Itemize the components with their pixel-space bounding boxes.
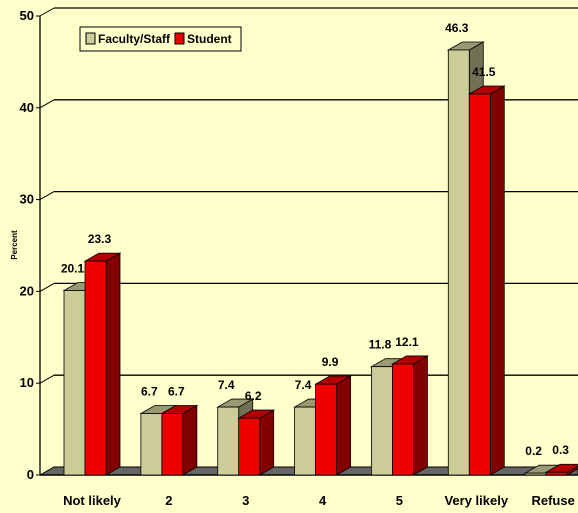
legend: Faculty/Staff Student bbox=[79, 26, 242, 52]
legend-label: Faculty/Staff bbox=[98, 32, 171, 46]
gridline-depth bbox=[39, 374, 55, 384]
data-label: 41.5 bbox=[472, 65, 496, 79]
bar-student bbox=[314, 375, 353, 476]
y-axis-title: Percent bbox=[10, 230, 19, 260]
x-tick-label: 3 bbox=[242, 493, 249, 508]
data-label: 20.1 bbox=[61, 261, 85, 275]
data-label: 6.7 bbox=[168, 384, 185, 398]
x-tick-label: 2 bbox=[165, 493, 172, 508]
x-tick-label: Refuse bbox=[531, 493, 574, 508]
bar-student bbox=[83, 252, 122, 476]
data-labels: 20.1 23.3 6.7 6.7 7.4 6.2 7.4 9.9 11.8 12.1 46.3 41… bbox=[61, 21, 569, 458]
y-tick-label: 50 bbox=[20, 8, 34, 23]
x-tick-label: 4 bbox=[319, 493, 327, 508]
x-tick-label: 5 bbox=[396, 493, 403, 508]
gridlines bbox=[39, 7, 578, 384]
gridline-depth bbox=[39, 99, 55, 109]
x-tick-label: Not likely bbox=[63, 493, 122, 508]
bars bbox=[62, 41, 578, 476]
data-label: 23.3 bbox=[88, 232, 112, 246]
legend-label: Student bbox=[187, 32, 232, 46]
bar-student bbox=[467, 85, 506, 476]
data-label: 0.2 bbox=[525, 444, 542, 458]
data-label: 12.1 bbox=[395, 335, 419, 349]
x-tick-label: Very likely bbox=[444, 493, 508, 508]
data-label: 11.8 bbox=[369, 338, 392, 352]
gridline-depth bbox=[39, 191, 55, 201]
x-axis-labels: Not likely 2 3 4 5 Very likely Refuse bbox=[63, 493, 575, 508]
data-label: 7.4 bbox=[218, 378, 235, 392]
y-axis: 0 10 20 30 40 50 bbox=[20, 8, 41, 482]
gridline-depth bbox=[39, 7, 55, 17]
legend-swatch bbox=[85, 32, 96, 45]
bar-student bbox=[237, 409, 276, 476]
bar-student bbox=[544, 463, 578, 476]
y-tick-label: 20 bbox=[20, 283, 34, 298]
bar-student bbox=[390, 355, 429, 476]
legend-swatch bbox=[174, 32, 185, 45]
data-label: 6.7 bbox=[141, 384, 158, 398]
data-label: 0.3 bbox=[552, 443, 569, 457]
y-tick-label: 10 bbox=[20, 375, 34, 390]
y-tick-label: 30 bbox=[20, 192, 34, 207]
gridline-depth bbox=[39, 282, 55, 292]
data-label: 7.4 bbox=[295, 378, 312, 392]
data-label: 46.3 bbox=[445, 21, 469, 35]
y-tick-label: 40 bbox=[20, 100, 34, 115]
data-label: 9.9 bbox=[322, 355, 339, 369]
y-tick-label: 0 bbox=[27, 467, 34, 482]
data-label: 6.2 bbox=[245, 389, 262, 403]
legend-box bbox=[79, 26, 242, 52]
bar-student bbox=[160, 404, 199, 476]
